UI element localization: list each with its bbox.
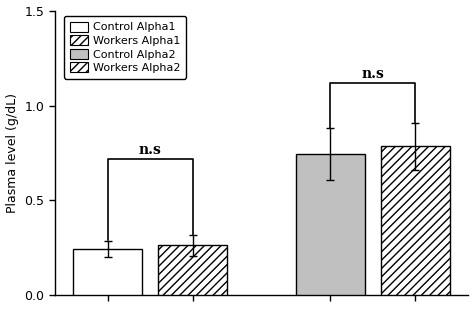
Y-axis label: Plasma level (g/dL): Plasma level (g/dL) [6, 93, 18, 213]
Bar [381, 146, 450, 295]
Legend: Control Alpha1, Workers Alpha1, Control Alpha2, Workers Alpha2: Control Alpha1, Workers Alpha1, Control … [64, 16, 186, 79]
Bar [296, 154, 365, 295]
Text: n.s: n.s [138, 143, 162, 157]
Text: n.s: n.s [362, 67, 384, 81]
Bar [158, 245, 227, 295]
Bar [73, 249, 142, 295]
